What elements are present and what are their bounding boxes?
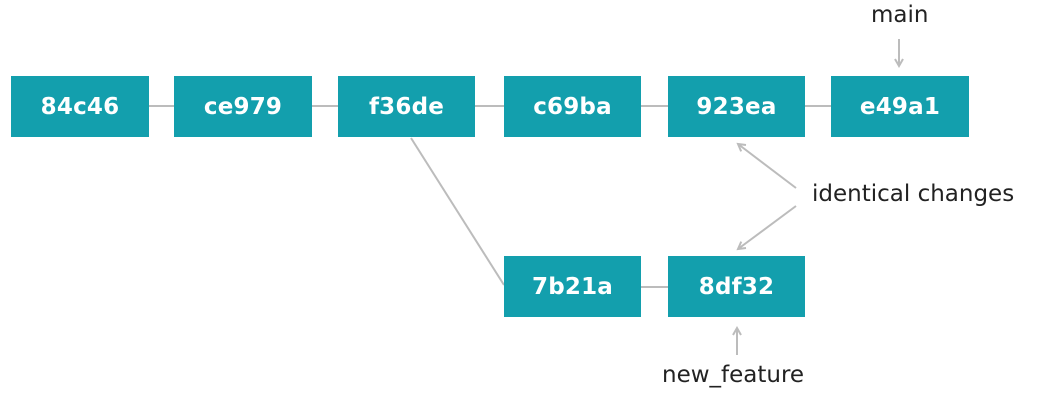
commit-923ea: 923ea (668, 76, 805, 137)
commit-ce979: ce979 (174, 76, 312, 137)
edge-f36de-7b21a (410, 137, 505, 286)
annotation-arrow-to-923ea (738, 144, 797, 189)
main-branch-label: main (871, 2, 929, 28)
commit-84c46: 84c46 (11, 76, 149, 137)
annotation-arrow-to-8df32 (738, 205, 797, 249)
commit-e49a1: e49a1 (831, 76, 969, 137)
commit-f36de: f36de (338, 76, 475, 137)
new-feature-branch-label: new_feature (662, 362, 805, 388)
commit-7b21a: 7b21a (504, 256, 641, 317)
identical-changes-annotation: identical changes (812, 181, 1015, 207)
commit-8df32: 8df32 (668, 256, 805, 317)
commit-c69ba: c69ba (504, 76, 641, 137)
